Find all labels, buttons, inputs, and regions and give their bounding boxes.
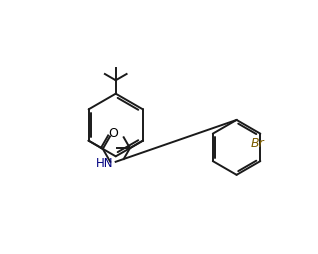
- Text: O: O: [108, 127, 118, 140]
- Text: HN: HN: [96, 156, 114, 169]
- Text: Br: Br: [251, 136, 265, 149]
